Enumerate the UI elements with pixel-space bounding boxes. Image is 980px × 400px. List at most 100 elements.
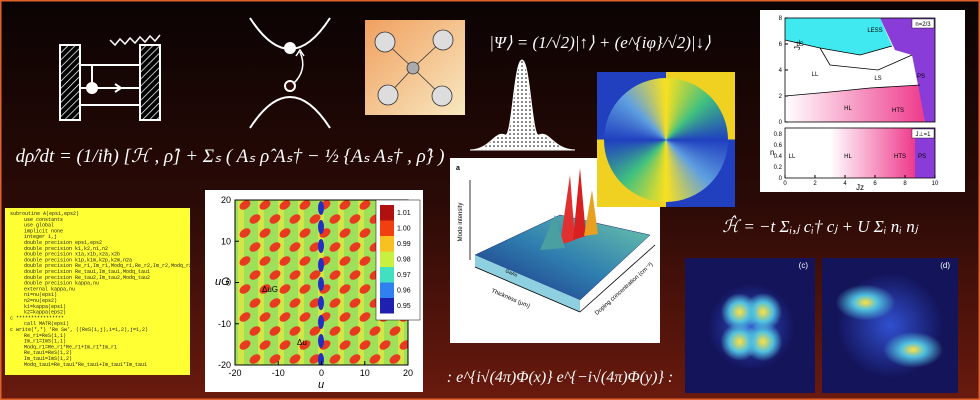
contour-blob	[259, 228, 271, 238]
code-line: use global	[24, 223, 54, 229]
y-tick-label: 0	[779, 120, 783, 126]
contour-blob	[329, 298, 341, 308]
contour-blob	[299, 256, 311, 266]
contour-blob	[379, 340, 391, 350]
region-label: HTS	[894, 154, 906, 160]
contour-blob	[339, 312, 351, 322]
y-tick-label: 0.4	[774, 154, 783, 160]
region-label: LL	[789, 154, 796, 160]
contour-blob	[269, 214, 281, 224]
axis-label: Doping concentration (cm⁻³)	[594, 262, 654, 317]
y-tick-label: -10	[218, 319, 231, 329]
stripe	[258, 200, 264, 365]
contour-blob	[299, 200, 311, 210]
code-line: double precision eps1,eps2	[24, 240, 102, 246]
contour-blob	[318, 353, 324, 365]
contour-blob	[349, 214, 361, 224]
colorbar-label: 0.97	[397, 272, 411, 279]
equation: ℋ̂ = −t Σᵢ,ⱼ cᵢ† cⱼ + U Σᵢ nᵢ nⱼ	[722, 215, 918, 236]
code-line: double precision k1p,k1m,k2p,k2m,n2a	[24, 257, 132, 263]
axis-label: Thickness (μm)	[490, 288, 530, 310]
vortex-disk	[604, 78, 728, 202]
contour-blob	[259, 284, 271, 294]
y-tick-label: 0.6	[774, 143, 783, 149]
y-tick-label: 2	[779, 94, 783, 100]
axis-label: J⊥	[793, 39, 802, 50]
contour-blob	[318, 258, 324, 272]
code-line: Im_tau1=ImS(1,2)	[24, 356, 72, 362]
contour-blob	[309, 242, 321, 252]
contour-blob	[259, 340, 271, 350]
panel-label: (d)	[940, 261, 950, 270]
contour-blob	[329, 214, 341, 224]
y-tick-label: 8	[779, 16, 783, 22]
code-panel	[5, 208, 190, 375]
contour-blob	[279, 340, 291, 350]
code-line: double precision Re_tau2,Im_tau2,Modq_ta…	[24, 275, 150, 281]
y-tick-label: 10	[221, 236, 231, 246]
code-line: Modq_r1=Re_r1*Re_r1+Im_r1*Im_r1	[24, 344, 117, 350]
contour-blob	[239, 340, 251, 350]
contour-blob	[369, 354, 381, 364]
panel-label: a	[456, 165, 460, 172]
contour-blob	[239, 228, 251, 238]
annotation: ΔuG	[262, 285, 278, 294]
contour-blob	[269, 326, 281, 336]
panel-d	[822, 258, 958, 393]
code-line: n1=nu(eps1)	[24, 292, 57, 298]
y-tick-label: 0.8	[774, 132, 783, 138]
code-line: Re_tau1=ReS(1,2)	[24, 350, 72, 356]
contour-blob	[309, 270, 321, 280]
axis-label: Jz	[856, 183, 864, 192]
tunnel-diagram	[59, 34, 161, 121]
code-line: subroutine A(eps1,eps2)	[10, 211, 79, 217]
code-line: integer i,j	[24, 234, 57, 240]
inset-label: J⊥=1	[915, 131, 931, 138]
x-tick-label: -10	[272, 368, 285, 378]
x-tick-label: -20	[228, 368, 241, 378]
contour-blob	[299, 312, 311, 322]
code-line: implicit none	[24, 228, 63, 234]
contour-blob	[239, 256, 251, 266]
stripe	[278, 200, 284, 365]
stripe	[298, 200, 304, 365]
x-tick-label: 0	[783, 181, 787, 187]
contour-blob	[359, 284, 371, 294]
phase-diagram	[760, 10, 965, 192]
colorbar-label: 0.95	[397, 303, 411, 310]
contour-blob	[359, 228, 371, 238]
x-tick-label: 20	[403, 368, 413, 378]
contour-blob	[269, 298, 281, 308]
contour-blob	[299, 340, 311, 350]
y-tick-label: 0	[226, 278, 231, 288]
x-tick-label: 0	[319, 368, 324, 378]
contour-blob	[339, 256, 351, 266]
contour-blob	[269, 270, 281, 280]
colorbar-cell	[380, 220, 394, 236]
contour-blob	[369, 326, 381, 336]
contour-blob	[289, 270, 301, 280]
contour-blob	[269, 354, 281, 364]
y-tick-label: 6	[779, 42, 783, 48]
colorbar-cell	[380, 298, 394, 314]
x-tick-label: 2	[813, 181, 817, 187]
contour-blob	[289, 298, 301, 308]
region-label: LESS	[867, 28, 882, 34]
contour-blob	[339, 228, 351, 238]
contour-blob	[279, 312, 291, 322]
code-line: Re_r1=ReS(1,1)	[24, 333, 66, 339]
contour-blob	[329, 326, 341, 336]
contour-blob	[349, 326, 361, 336]
contour-blob	[239, 312, 251, 322]
contour-blob	[318, 334, 324, 348]
network-diagram	[365, 20, 465, 115]
contour-blob	[279, 256, 291, 266]
y-tick-label: -20	[218, 360, 231, 370]
contour-blob	[329, 242, 341, 252]
crossing-diagram	[249, 17, 331, 129]
region-label: LL	[812, 72, 819, 78]
contour-blob	[259, 256, 271, 266]
wavefunction	[469, 59, 576, 151]
